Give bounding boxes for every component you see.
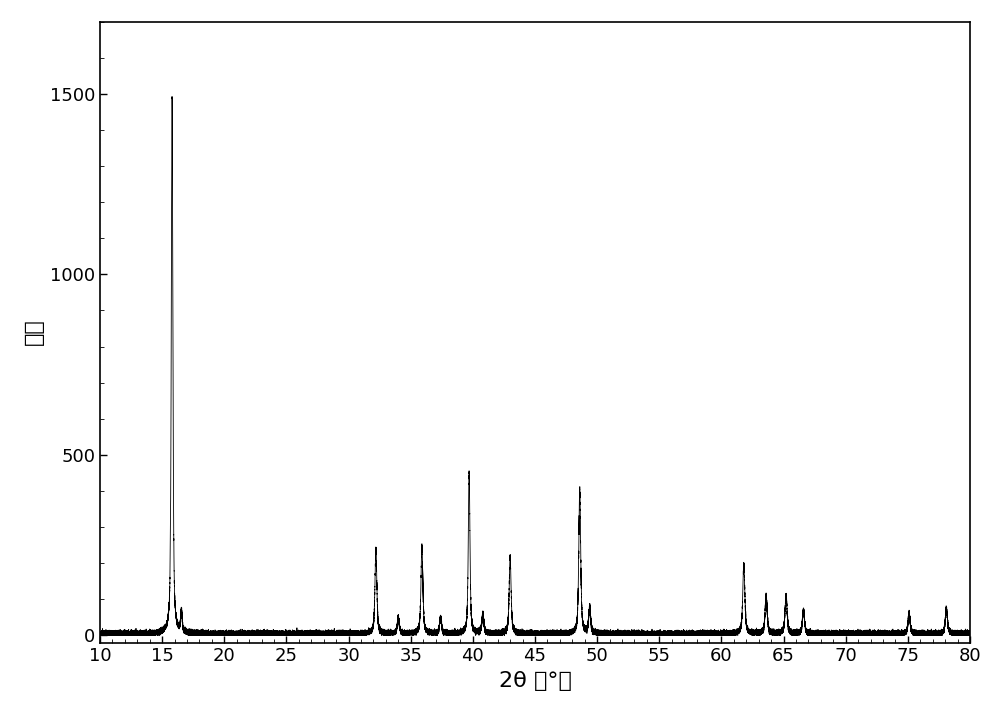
Y-axis label: 强度: 强度 [24,318,44,346]
X-axis label: 2θ （°）: 2θ （°） [499,671,571,691]
